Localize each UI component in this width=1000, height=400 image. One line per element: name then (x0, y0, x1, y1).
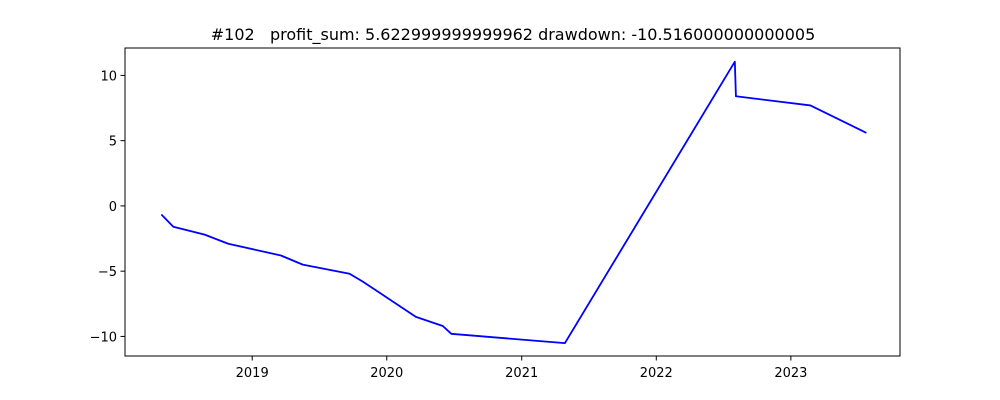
plot-frame (124, 47, 901, 357)
y-tick-label: 5 (109, 135, 117, 150)
y-tick-label: 0 (109, 200, 117, 215)
y-tick-label: 10 (100, 69, 117, 84)
x-tick-label: 2021 (505, 366, 538, 381)
y-tick-label: −10 (90, 330, 117, 345)
y-tick-label: −5 (98, 265, 117, 280)
x-tick-label: 2022 (640, 366, 673, 381)
x-tick-label: 2019 (236, 366, 269, 381)
axis-ticks: 2019 2020 2021 2022 2023 10 5 0 −5 −10 (90, 69, 808, 381)
x-tick-label: 2020 (370, 366, 403, 381)
chart-title: #102 profit_sum: 5.622999999999962 drawd… (211, 25, 816, 45)
series-line (160, 60, 867, 345)
series-layer (160, 60, 867, 345)
x-tick-label: 2023 (774, 366, 807, 381)
